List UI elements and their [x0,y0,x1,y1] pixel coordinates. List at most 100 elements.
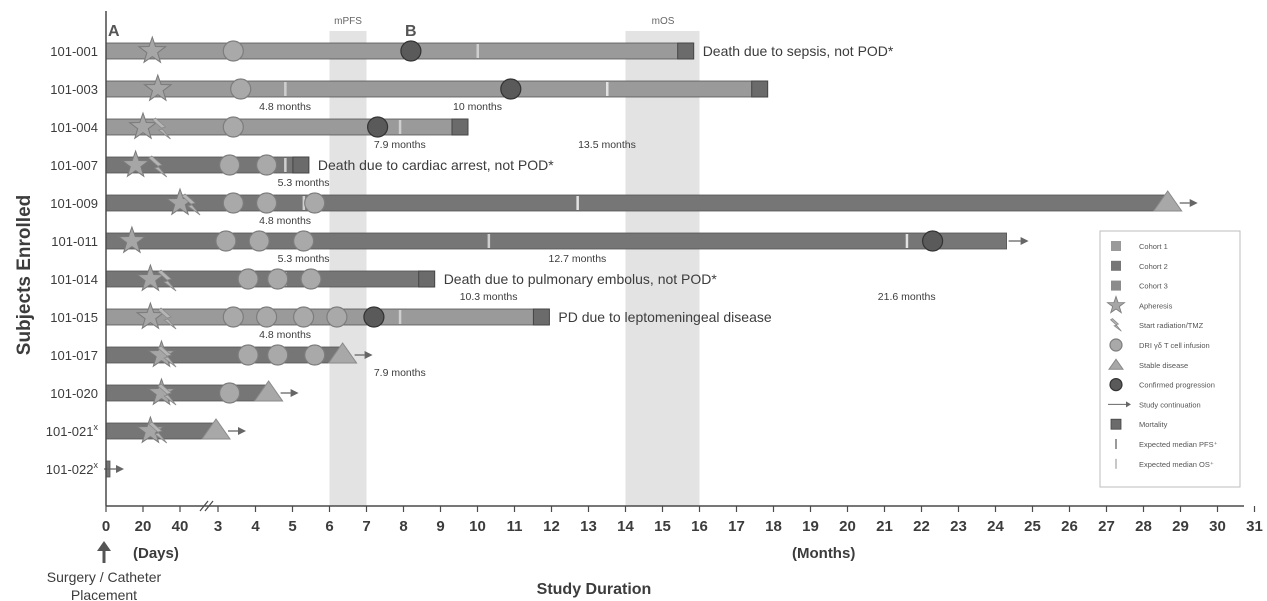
subject-annotation: Death due to cardiac arrest, not POD* [318,157,554,173]
legend-item: Study continuation [1108,400,1201,409]
cohort2-swatch [1111,260,1121,271]
shaded-region-mpfs [329,31,367,506]
subject-row-101-021: 101-021x [46,415,246,444]
legend-label: Start radiation/TMZ [1139,321,1204,330]
subject-id-text: 101-021 [46,424,94,439]
apheresis-star [143,73,173,102]
subject-id-label: 101-007 [50,158,98,173]
x-tick-label: 22 [913,518,930,535]
x-tick-label: 15 [654,518,671,535]
apheresis-star [117,225,147,254]
continuation-arrow-head [290,389,299,397]
x-tick-label: 29 [1172,518,1189,535]
radiation-bolt [157,383,177,406]
mos-label: mOS [652,16,675,27]
x-tick-label: 12 [543,518,560,535]
subject-row-101-001: 101-001 Death due to sepsis, not POD* [50,35,894,64]
x-tick-label: 27 [1098,518,1115,535]
legend-item: DRI γδ T cell infusion [1109,338,1210,352]
infusion-circle [300,268,322,290]
mortality-square [532,308,550,326]
mortality-square [677,42,695,60]
subject-id-label: 101-015 [50,310,98,325]
panel-label-b: B [405,23,417,40]
month-annotation: 4.8 months [259,101,311,113]
legend-label: Expected median OS⁺ [1139,460,1214,469]
axis-break-mark [199,500,209,512]
legend: Cohort 1 Cohort 2 Cohort 3 Apheresis Start r… [1099,230,1241,488]
infusion-circle [256,192,278,214]
subject-id-superscript: x [94,422,99,432]
month-annotation: 4.8 months [259,329,311,341]
apheresis-star [137,35,168,64]
subject-row-101-009: 101-009 [50,187,1198,216]
mortality-square [292,156,310,174]
infusion-circle [293,306,315,328]
month-annotation: 7.9 months [374,367,426,379]
infusion-circle [267,268,289,290]
infusion-circle [293,230,315,252]
x-tick-label: 6 [325,518,333,535]
subject-id-label: 101-014 [50,272,98,287]
infusion-circle [215,230,237,252]
month-annotation: 21.6 months [878,291,936,303]
stable-disease-triangle [253,380,284,402]
apheresis-star [128,111,158,140]
x-axis-label: Study Duration [537,581,652,598]
infusion-circle [248,230,270,252]
infusion-circle [219,382,241,404]
radiation-bolt [148,421,168,444]
x-tick-label: 31 [1246,518,1263,535]
subject-bar [105,232,1007,250]
infusion-circle [222,116,244,138]
subject-id-text: 101-001 [50,44,98,59]
subject-row-101-003: 101-003 [50,73,769,102]
legend-item: Mortality [1110,418,1168,430]
continuation-arrow-head [1189,199,1198,207]
month-annotation: 10 months [453,101,502,113]
infusion-circle-icon [1109,338,1123,352]
x-tick-label: 28 [1135,518,1152,535]
surgery-label-line2: Placement [71,587,137,601]
x-tick-label: 20 [839,518,856,535]
x-tick-label: 8 [399,518,407,535]
days-label: (Days) [133,545,179,562]
cohort1-swatch [1111,241,1121,251]
cohort3-swatch [1111,280,1121,291]
infusion-circle [256,154,278,176]
apheresis-star [135,301,166,330]
subject-id-text: 101-015 [50,310,98,325]
continuation-arrow-head [238,427,246,435]
subject-id-text: 101-004 [50,120,98,135]
subject-annotation: PD due to leptomeningeal disease [558,309,771,325]
legend-item: Cohort 2 [1111,260,1168,271]
subject-row-101-022: 101-022x [46,460,124,478]
x-axis: 0 20 40 3 4 5 6 7 8 9 10 11 12 13 14 15 16 17 18 19 20 21 22 23… [97,11,1263,563]
subject-id-label: 101-004 [50,120,98,135]
progression-circle [921,230,944,252]
expected-os-tick [576,196,579,210]
expected-pfs-tick [476,44,479,58]
legend-item: Cohort 1 [1111,241,1168,251]
apheresis-star [135,415,166,444]
surgery-arrow-head [97,541,111,551]
apheresis-star [146,377,177,406]
subject-row-101-020: 101-020 [50,377,299,406]
infusion-circle [219,154,241,176]
radiation-bolt [181,193,201,216]
continuation-arrow-head [364,351,373,359]
subject-row-101-011: 101-011 [51,225,1029,254]
month-annotation: 5.3 months [278,177,330,189]
x-tick-label: 9 [436,518,444,535]
subject-annotation: Death due to sepsis, not POD* [703,43,894,59]
progression-circle [400,40,422,62]
shaded-regions [329,31,700,506]
progression-circle [500,78,522,100]
expected-os-tick [905,234,909,248]
infusion-circle [267,344,289,366]
infusion-circle [222,306,244,328]
x-tick-label: 40 [172,518,189,535]
subject-id-text: 101-011 [51,234,98,249]
expected-pfs-tick [398,310,402,324]
